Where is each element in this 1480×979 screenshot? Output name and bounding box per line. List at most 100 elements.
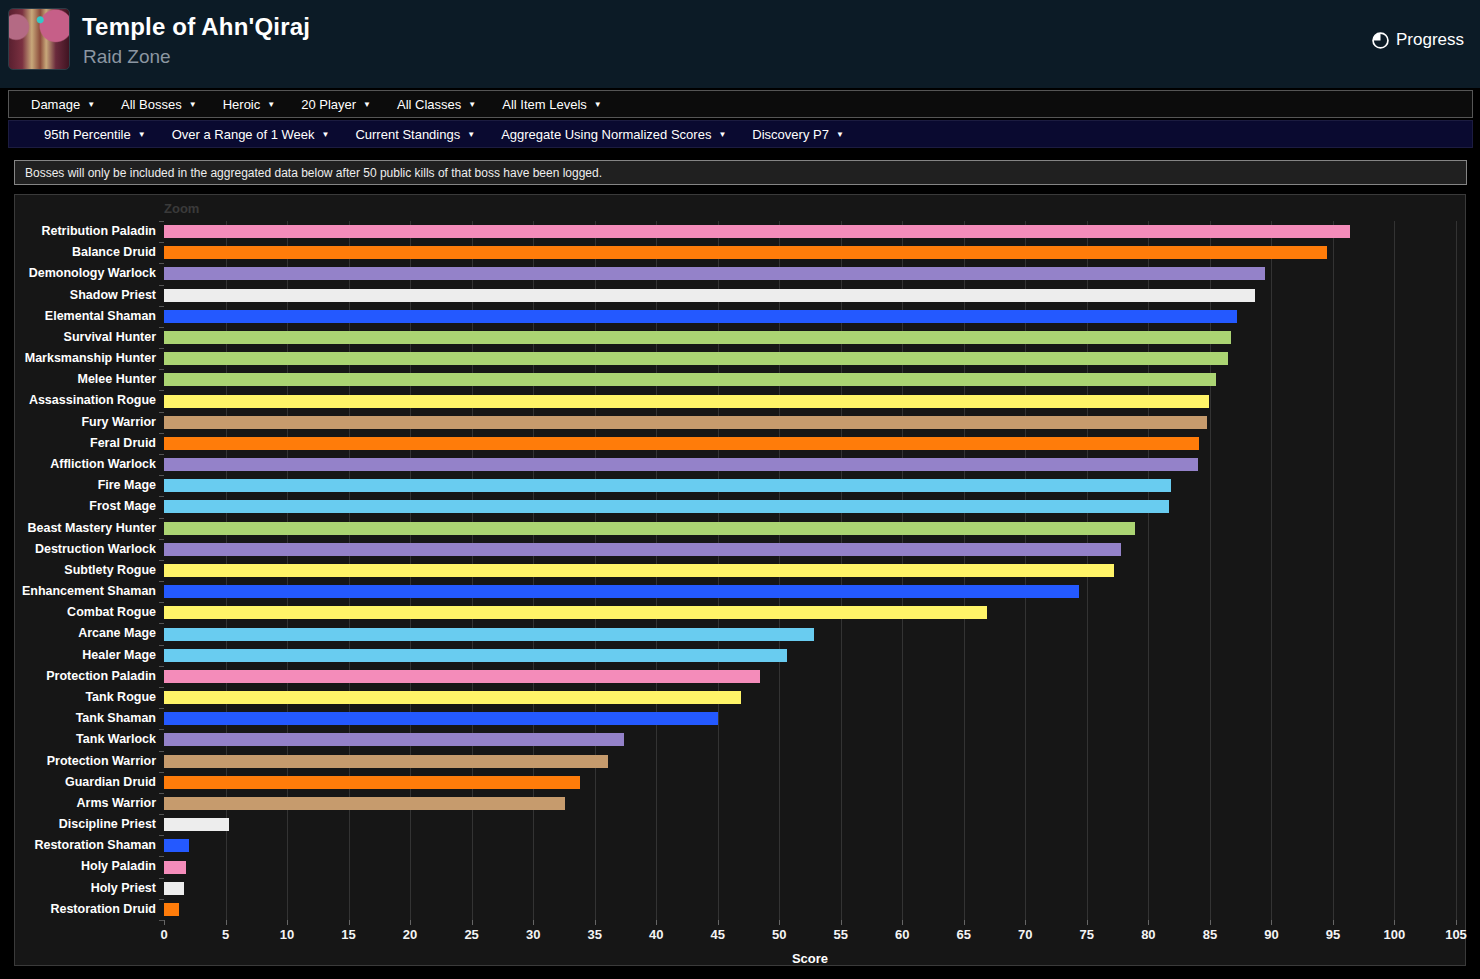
dropdown-bosses[interactable]: All Bosses ▼ [108,91,210,117]
score-bar[interactable] [164,310,1237,323]
dropdown-classes[interactable]: All Classes ▼ [384,91,489,117]
rankings-chart: Zoom Retribution PaladinBalance DruidDem… [14,194,1466,966]
dropdown-percentile-label: 95th Percentile [44,127,131,142]
category-label: Restoration Druid [15,899,156,920]
score-bar[interactable] [164,416,1207,429]
chevron-down-icon: ▼ [189,99,197,109]
primary-filter-toolbar: Damage ▼ All Bosses ▼ Heroic ▼ 20 Player… [8,90,1473,118]
gridline [1456,221,1457,920]
score-bar[interactable] [164,373,1216,386]
y-axis-tick [159,412,164,413]
chevron-down-icon: ▼ [467,129,475,139]
score-bar[interactable] [164,649,787,662]
y-axis-tick [159,390,164,391]
score-bar[interactable] [164,903,179,916]
score-bar[interactable] [164,267,1265,280]
category-label: Shadow Priest [15,285,156,306]
score-bar[interactable] [164,882,184,895]
score-bar[interactable] [164,458,1198,471]
y-axis-tick [159,666,164,667]
category-label: Protection Warrior [15,751,156,772]
progress-link[interactable]: Progress [1372,28,1464,52]
score-bar[interactable] [164,225,1350,238]
chevron-down-icon: ▼ [468,99,476,109]
secondary-filter-toolbar: 95th Percentile ▼ Over a Range of 1 Week… [8,120,1473,148]
x-axis-tick [1271,920,1272,925]
score-bar[interactable] [164,564,1114,577]
score-bar[interactable] [164,522,1135,535]
dropdown-phase-label: Discovery P7 [752,127,829,142]
x-tick-label: 60 [895,927,909,942]
dropdown-range[interactable]: Over a Range of 1 Week ▼ [159,121,343,147]
y-axis-tick [159,306,164,307]
score-bar[interactable] [164,797,565,810]
y-axis-tick [159,221,164,222]
score-bar[interactable] [164,352,1228,365]
dropdown-phase[interactable]: Discovery P7 ▼ [739,121,857,147]
x-tick-label: 105 [1445,927,1467,942]
category-label: Marksmanship Hunter [15,348,156,369]
score-bar[interactable] [164,606,987,619]
score-bar[interactable] [164,691,741,704]
category-label: Beast Mastery Hunter [15,518,156,539]
chevron-down-icon: ▼ [267,99,275,109]
x-axis-tick [1210,920,1211,925]
category-label: Enhancement Shaman [15,581,156,602]
score-bar[interactable] [164,585,1079,598]
score-bar[interactable] [164,246,1327,259]
dropdown-item-levels[interactable]: All Item Levels ▼ [489,91,614,117]
score-bar[interactable] [164,839,189,852]
dropdown-bosses-label: All Bosses [121,97,182,112]
y-axis-tick [159,814,164,815]
y-axis-tick [159,623,164,624]
score-bar[interactable] [164,395,1209,408]
progress-label: Progress [1396,30,1464,50]
dropdown-difficulty[interactable]: Heroic ▼ [210,91,289,117]
y-axis-tick [159,772,164,773]
x-tick-label: 30 [526,927,540,942]
score-bar[interactable] [164,437,1199,450]
category-label: Affliction Warlock [15,454,156,475]
dropdown-size[interactable]: 20 Player ▼ [288,91,384,117]
y-axis-tick [159,856,164,857]
x-axis-tick [1394,920,1395,925]
score-bar[interactable] [164,733,624,746]
score-bar[interactable] [164,712,718,725]
score-bar[interactable] [164,776,580,789]
chevron-down-icon: ▼ [836,129,844,139]
x-axis-tick [1456,920,1457,925]
zone-header: Temple of Ahn'Qiraj Raid Zone Progress [0,0,1480,88]
x-tick-label: 35 [587,927,601,942]
zone-icon [8,8,70,70]
score-bar[interactable] [164,543,1121,556]
dropdown-metric[interactable]: Damage ▼ [18,91,108,117]
notice-bar: Bosses will only be included in the aggr… [14,160,1467,185]
score-bar[interactable] [164,628,814,641]
x-tick-label: 95 [1326,927,1340,942]
x-tick-label: 0 [160,927,167,942]
y-axis-tick [159,835,164,836]
x-tick-label: 50 [772,927,786,942]
x-axis-tick [595,920,596,925]
score-bar[interactable] [164,331,1231,344]
x-axis-tick [164,920,165,925]
score-bar[interactable] [164,479,1171,492]
score-bar[interactable] [164,500,1169,513]
category-label: Restoration Shaman [15,835,156,856]
category-label: Guardian Druid [15,772,156,793]
y-axis-tick [159,454,164,455]
dropdown-standings[interactable]: Current Standings ▼ [342,121,488,147]
score-bar[interactable] [164,289,1255,302]
y-axis-tick [159,242,164,243]
x-tick-label: 25 [464,927,478,942]
dropdown-percentile[interactable]: 95th Percentile ▼ [31,121,159,147]
y-axis-tick [159,518,164,519]
score-bar[interactable] [164,861,186,874]
score-bar[interactable] [164,755,608,768]
score-bar[interactable] [164,670,760,683]
x-axis-tick [472,920,473,925]
x-axis-tick [964,920,965,925]
dropdown-aggregation[interactable]: Aggregate Using Normalized Scores ▼ [488,121,739,147]
score-bar[interactable] [164,818,229,831]
y-axis-tick [159,751,164,752]
